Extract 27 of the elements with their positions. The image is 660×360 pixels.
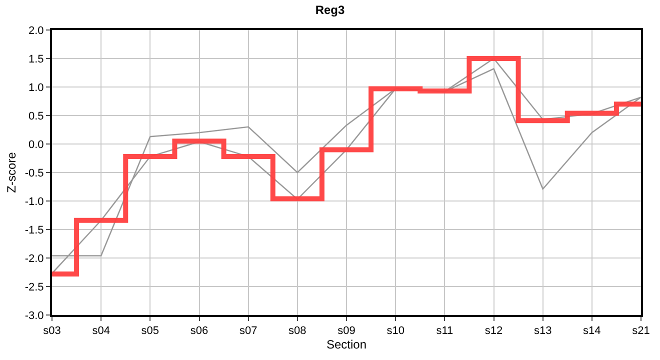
y-tick-label: 0.5 [28, 110, 44, 122]
x-tick-label: s12 [484, 325, 503, 338]
x-tick-label: s04 [92, 325, 110, 338]
x-tick-label: s03 [43, 325, 61, 338]
y-tick-label: 2.0 [28, 24, 44, 37]
x-tick-label: s06 [190, 325, 208, 338]
x-tick-label: s09 [338, 325, 356, 338]
y-tick-label: 0.0 [28, 138, 44, 151]
y-tick-label: -1.5 [24, 224, 44, 236]
x-tick-label: s13 [534, 325, 552, 338]
x-tick-label: s05 [141, 325, 160, 338]
y-tick-label: -2.0 [24, 252, 44, 265]
y-tick-label: -1.0 [24, 196, 44, 208]
y-tick-label: -0.5 [24, 167, 44, 180]
x-tick-label: s07 [239, 325, 258, 338]
y-tick-label: 1.0 [28, 82, 44, 94]
y-axis-title: Z-score [4, 152, 19, 193]
x-tick-label: s08 [288, 325, 306, 338]
x-tick-label: s11 [436, 325, 454, 338]
y-tick-label: -2.5 [24, 281, 44, 294]
x-tick-label: s14 [583, 325, 601, 338]
x-axis-title: Section [326, 338, 367, 352]
x-tick-label: s21 [632, 325, 650, 338]
y-tick-label: -3.0 [24, 310, 44, 322]
y-tick-label: 1.5 [28, 53, 44, 66]
chart-title: Reg3 [315, 2, 345, 17]
x-tick-label: s10 [386, 325, 404, 338]
